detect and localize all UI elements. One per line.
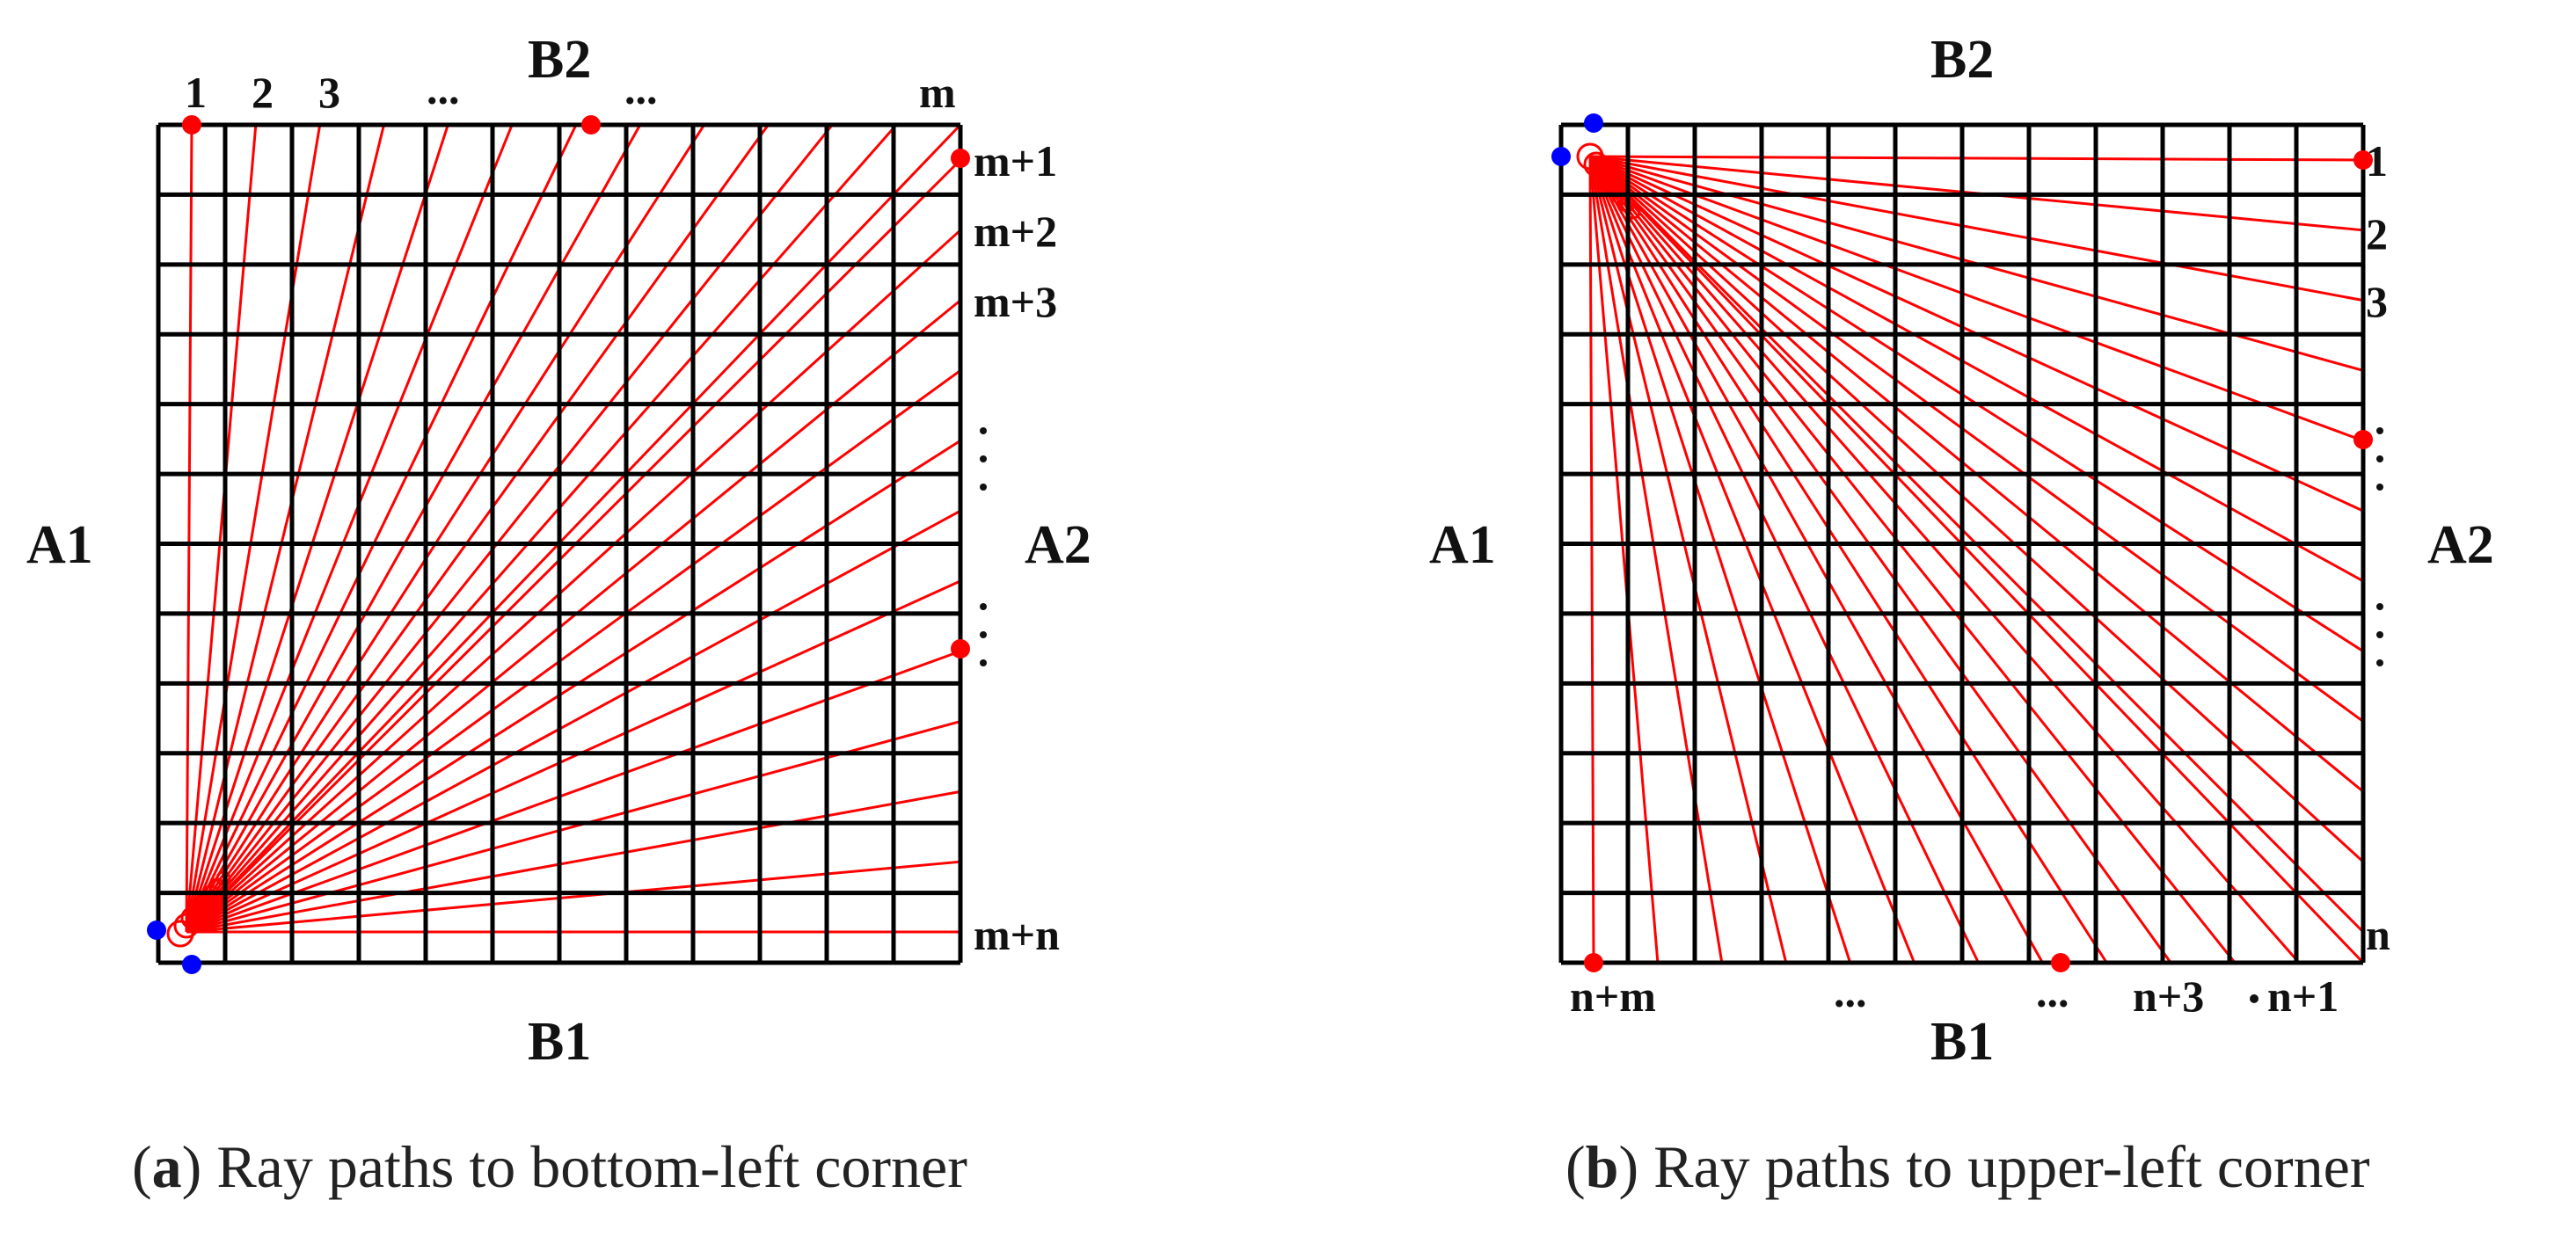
- top-number: 3: [318, 68, 340, 117]
- ray-path: [1588, 156, 1916, 964]
- ray-path: [1588, 156, 1660, 964]
- receiver-dot: [581, 115, 601, 135]
- right-number: m+n: [974, 910, 1060, 959]
- ellipsis: ...: [2036, 967, 2069, 1016]
- ray-path: [1588, 156, 1788, 964]
- source-dot: [182, 955, 201, 974]
- ray-path: [1589, 155, 2364, 162]
- markers-b: [1551, 113, 2373, 972]
- right-number: 3: [2366, 277, 2388, 326]
- caption-a-letter: a: [152, 1133, 182, 1200]
- ray-path: [1589, 155, 2364, 442]
- ray-path: [186, 650, 961, 934]
- ray-path: [186, 789, 961, 934]
- label-a2: A2: [1025, 515, 1091, 575]
- ray-path: [185, 124, 449, 933]
- right-number: 1: [2366, 136, 2388, 186]
- label-b2: B2: [528, 30, 591, 90]
- separator-dot: [2250, 994, 2259, 1003]
- vertical-ellipsis: [2376, 427, 2383, 666]
- ray-path: [1588, 156, 2044, 964]
- bottom-number: n+1: [2267, 971, 2339, 1021]
- source-dot: [1584, 113, 1603, 133]
- receiver-dot: [951, 639, 970, 659]
- ray-paths-b: [1576, 142, 2365, 964]
- ray-path: [1588, 156, 2172, 964]
- top-number: 2: [252, 68, 274, 117]
- caption-b-letter: b: [1586, 1133, 1619, 1200]
- receiver-dot: [182, 115, 201, 135]
- right-number: m+2: [974, 207, 1057, 256]
- ray-path: [185, 124, 514, 933]
- ray-path: [185, 124, 642, 933]
- ray-path: [1588, 156, 2108, 964]
- label-b2: B2: [1930, 30, 1994, 90]
- ray-path: [185, 229, 962, 934]
- ray-path: [1588, 156, 1724, 964]
- bottom-number: n+3: [2133, 971, 2204, 1021]
- ray-path: [1589, 155, 2364, 583]
- source-dot: [147, 920, 166, 940]
- ray-path: [1588, 156, 1595, 964]
- panel-b: A1 A2 B2 B1 1 2 3 n n+m n+3 n+1 ... ... …: [1429, 30, 2494, 1200]
- label-a1: A1: [26, 515, 93, 575]
- right-number: 2: [2366, 209, 2388, 258]
- top-number: m: [919, 68, 956, 117]
- ray-path: [1588, 155, 2365, 964]
- bottom-number: n+m: [1570, 971, 1656, 1021]
- ray-path: [186, 720, 961, 934]
- right-number: m+1: [974, 136, 1057, 186]
- ray-path: [185, 124, 193, 933]
- label-b1: B1: [528, 1012, 591, 1072]
- caption-a: (a) Ray paths to bottom-left corner: [132, 1133, 967, 1200]
- ray-path: [185, 124, 385, 933]
- ray-path: [1588, 156, 1980, 964]
- ellipsis: ...: [1834, 967, 1867, 1016]
- receiver-dot: [2353, 430, 2373, 449]
- caption-a-text: Ray paths to bottom-left corner: [216, 1133, 967, 1200]
- vertical-ellipsis: [980, 427, 987, 666]
- label-b1: B1: [1930, 1012, 1994, 1072]
- top-number: 1: [185, 68, 207, 117]
- ray-path: [185, 123, 962, 934]
- ray-path: [1589, 155, 2364, 723]
- source-cluster: [1576, 142, 1604, 171]
- right-number: n: [2366, 910, 2390, 959]
- ray-path: [186, 509, 961, 934]
- ray-path: [185, 124, 834, 933]
- grid-b: [1558, 122, 2366, 965]
- receiver-dot: [951, 149, 970, 168]
- markers-a: [147, 115, 970, 974]
- ray-path: [185, 124, 578, 933]
- ray-path: [186, 440, 961, 934]
- right-number: m+3: [974, 277, 1057, 326]
- caption-b-text: Ray paths to upper-left corner: [1653, 1133, 2370, 1200]
- ray-path: [185, 124, 898, 933]
- panel-a: A1 A2 B2 B1 1 2 3 m ... ... m+1 m+2 m+3 …: [26, 30, 1091, 1200]
- source-dot: [1551, 147, 1571, 166]
- ellipsis: ...: [624, 64, 658, 113]
- ellipsis: ...: [427, 64, 460, 113]
- ray-path: [185, 124, 705, 933]
- ray-path: [1588, 156, 2301, 964]
- source-cluster: [166, 920, 194, 948]
- ray-path: [186, 860, 961, 934]
- grid-a: [156, 122, 963, 965]
- ray-path: [1589, 155, 2364, 302]
- ray-path: [1588, 155, 2365, 863]
- ray-path: [1588, 156, 1852, 964]
- receiver-dot: [1584, 953, 1603, 972]
- ray-path: [1588, 156, 2237, 964]
- label-a1: A1: [1429, 515, 1496, 575]
- label-a2: A2: [2427, 515, 2494, 575]
- ray-path: [185, 124, 770, 933]
- ray-path: [185, 124, 322, 933]
- receiver-dot: [2051, 953, 2070, 972]
- receiver-dot: [2353, 150, 2373, 170]
- ray-path: [185, 124, 258, 933]
- ray-path: [186, 579, 961, 934]
- caption-b: (b) Ray paths to upper-left corner: [1565, 1133, 2370, 1200]
- ray-path: [186, 369, 961, 934]
